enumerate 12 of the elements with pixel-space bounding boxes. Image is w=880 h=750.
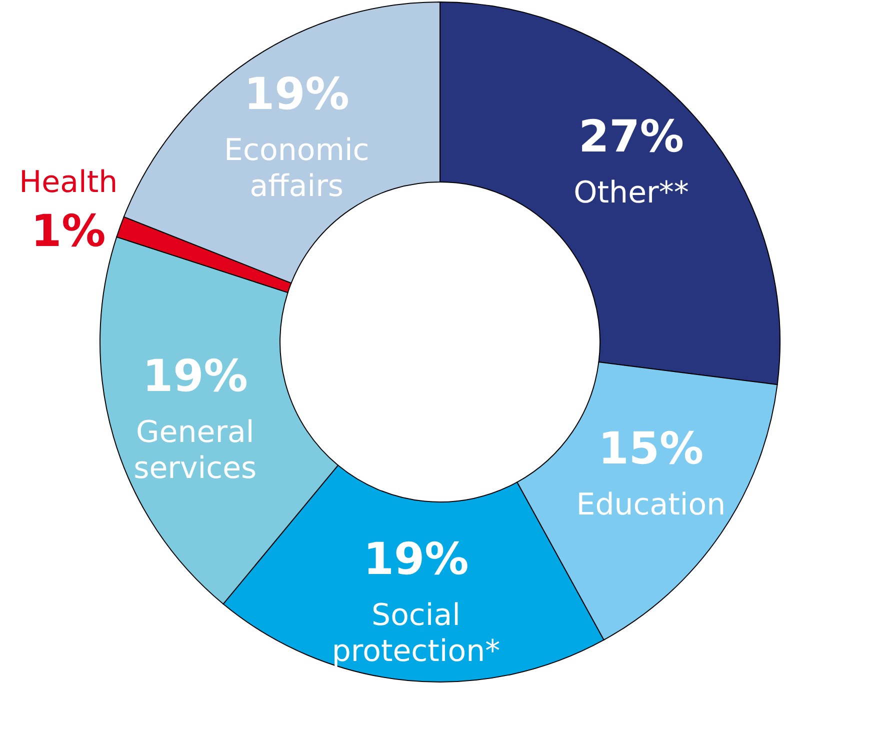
- slice-label: Education: [576, 487, 726, 522]
- slice-label: General services: [134, 415, 257, 486]
- data-label: 1%: [31, 206, 106, 258]
- data-label: 19%: [142, 351, 248, 402]
- slice-label: Other**: [574, 175, 689, 210]
- slice-label: Health: [19, 165, 118, 200]
- data-label: 27%: [578, 111, 684, 162]
- data-label: 15%: [598, 423, 704, 474]
- slice-label: Economic affairs: [224, 133, 370, 204]
- data-label: 19%: [244, 69, 350, 120]
- data-label: 19%: [363, 534, 469, 585]
- slice-label: Social protection*: [332, 598, 500, 669]
